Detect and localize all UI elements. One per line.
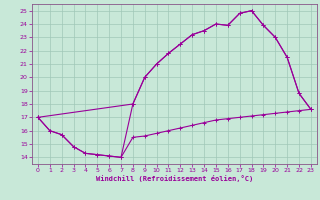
X-axis label: Windchill (Refroidissement éolien,°C): Windchill (Refroidissement éolien,°C) [96,175,253,182]
